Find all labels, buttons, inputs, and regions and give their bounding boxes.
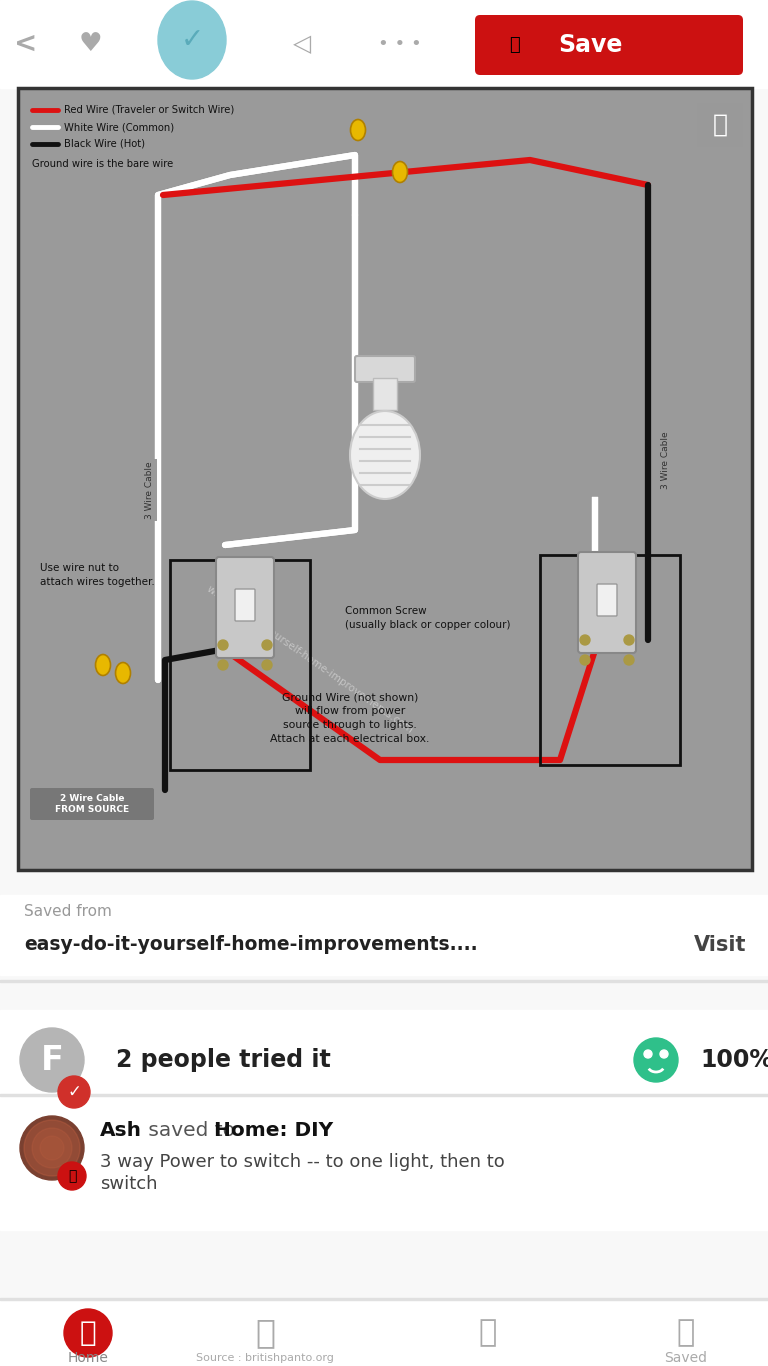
FancyBboxPatch shape <box>578 552 636 653</box>
Text: Common Screw
(usually black or copper colour): Common Screw (usually black or copper co… <box>345 607 511 630</box>
Text: F: F <box>41 1044 64 1076</box>
Circle shape <box>20 1116 84 1180</box>
Circle shape <box>218 660 228 669</box>
Text: switch: switch <box>100 1175 157 1193</box>
Circle shape <box>58 1076 90 1108</box>
Text: Visit: Visit <box>694 934 746 955</box>
Text: Home: Home <box>68 1351 108 1365</box>
FancyBboxPatch shape <box>30 788 154 820</box>
Text: 3 Wire Cable: 3 Wire Cable <box>145 462 154 519</box>
Circle shape <box>218 641 228 650</box>
FancyBboxPatch shape <box>235 589 255 622</box>
Text: Saved: Saved <box>664 1351 707 1365</box>
Circle shape <box>580 635 590 645</box>
Ellipse shape <box>350 119 366 141</box>
Text: Saved from: Saved from <box>24 903 112 918</box>
Text: ⛶: ⛶ <box>713 113 727 137</box>
FancyBboxPatch shape <box>355 357 415 382</box>
Ellipse shape <box>158 1 226 79</box>
Bar <box>373 378 397 410</box>
Circle shape <box>32 1128 72 1168</box>
Text: Source : britishpanto.org: Source : britishpanto.org <box>196 1352 334 1363</box>
Bar <box>0 1100 768 1229</box>
Text: Ground Wire (not shown)
will flow from power
source through to lights.
Attach at: Ground Wire (not shown) will flow from p… <box>270 693 429 744</box>
Text: Ground wire is the bare wire: Ground wire is the bare wire <box>32 158 174 169</box>
Text: saved to: saved to <box>142 1120 241 1139</box>
Text: 👤: 👤 <box>677 1318 695 1347</box>
Text: Ash: Ash <box>100 1120 142 1139</box>
Circle shape <box>624 656 634 665</box>
Circle shape <box>262 641 272 650</box>
Text: 📍: 📍 <box>510 36 521 55</box>
Text: ♥: ♥ <box>78 31 102 57</box>
Bar <box>0 979 768 982</box>
Bar <box>0 895 768 975</box>
FancyBboxPatch shape <box>216 557 274 658</box>
FancyBboxPatch shape <box>697 102 743 148</box>
Bar <box>540 555 680 765</box>
Bar <box>0 1094 768 1096</box>
Circle shape <box>624 635 634 645</box>
FancyBboxPatch shape <box>597 585 617 616</box>
Text: ⌕: ⌕ <box>255 1317 275 1350</box>
Ellipse shape <box>350 411 420 499</box>
Text: • • •: • • • <box>378 36 422 53</box>
Text: Ⓟ: Ⓟ <box>80 1320 96 1347</box>
Bar <box>0 0 768 87</box>
Text: 100%: 100% <box>700 1048 768 1072</box>
Circle shape <box>580 656 590 665</box>
Circle shape <box>24 1120 80 1176</box>
Text: 2 Wire Cable
FROM SOURCE: 2 Wire Cable FROM SOURCE <box>55 794 129 814</box>
Text: 3 Wire Cable: 3 Wire Cable <box>661 432 670 489</box>
Text: Black Wire (Hot): Black Wire (Hot) <box>64 139 145 149</box>
Text: Save: Save <box>558 33 622 57</box>
Text: Use wire nut to
attach wires together.: Use wire nut to attach wires together. <box>40 563 154 586</box>
FancyBboxPatch shape <box>475 15 743 75</box>
Bar <box>18 87 752 870</box>
Bar <box>0 1009 768 1111</box>
Text: 3 way Power to switch -- to one light, then to: 3 way Power to switch -- to one light, t… <box>100 1153 505 1171</box>
Circle shape <box>262 660 272 669</box>
Circle shape <box>644 1050 652 1059</box>
Text: White Wire (Common): White Wire (Common) <box>64 122 174 133</box>
Circle shape <box>634 1038 678 1082</box>
Text: 2 people tried it: 2 people tried it <box>116 1048 331 1072</box>
Text: 💬: 💬 <box>479 1318 497 1347</box>
Circle shape <box>64 1309 112 1356</box>
Bar <box>170 560 310 770</box>
Circle shape <box>58 1162 86 1190</box>
Bar <box>18 87 752 870</box>
Ellipse shape <box>115 663 131 683</box>
Text: <: < <box>15 30 38 57</box>
Text: 🖈: 🖈 <box>68 1169 76 1183</box>
Circle shape <box>40 1137 64 1160</box>
Text: Home: DIY: Home: DIY <box>214 1120 333 1139</box>
Text: Red Wire (Traveler or Switch Wire): Red Wire (Traveler or Switch Wire) <box>64 105 234 115</box>
Ellipse shape <box>392 161 408 183</box>
Text: ✓: ✓ <box>180 26 204 55</box>
Text: easy-do-it-yourself-home-improvements....: easy-do-it-yourself-home-improvements...… <box>24 936 478 955</box>
Text: ✓: ✓ <box>67 1083 81 1101</box>
Ellipse shape <box>95 654 111 676</box>
Text: ◁: ◁ <box>293 31 311 56</box>
Circle shape <box>20 1029 84 1091</box>
Bar <box>0 1300 768 1366</box>
Bar <box>0 1298 768 1300</box>
Text: www.easy-to-yourself-home-improvements.com: www.easy-to-yourself-home-improvements.c… <box>205 585 415 736</box>
Circle shape <box>660 1050 668 1059</box>
